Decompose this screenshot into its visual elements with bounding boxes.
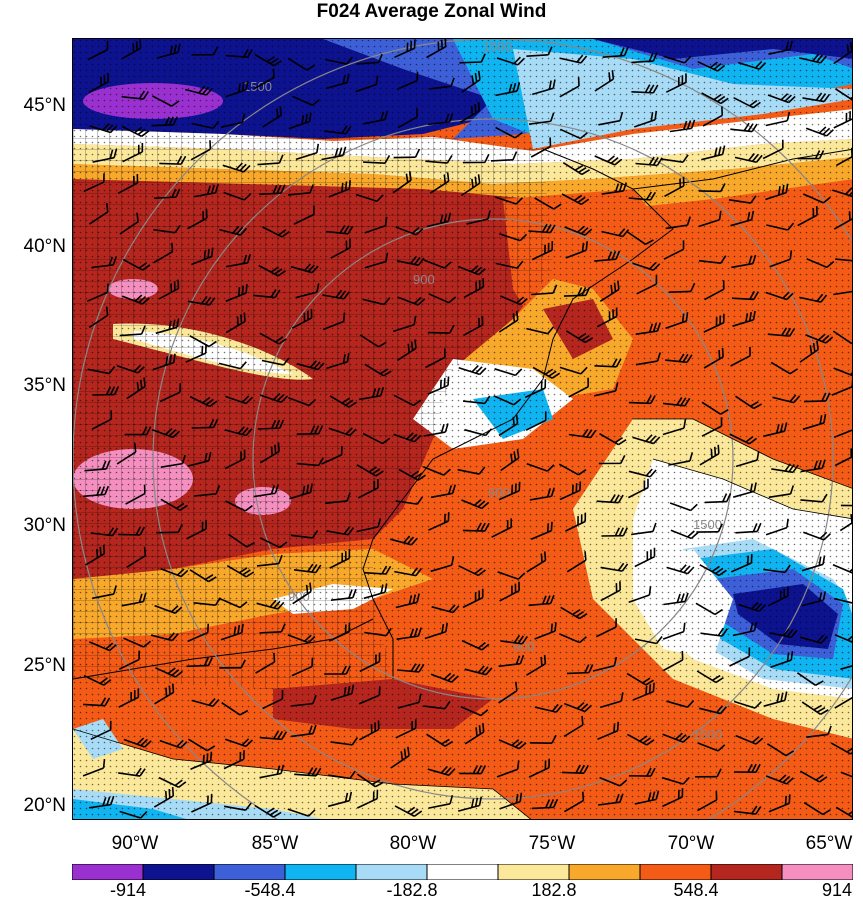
lat-label: 20°N	[0, 795, 66, 817]
map-panel: 1500150090090090090015001500	[72, 38, 853, 820]
colorbar-swatch	[72, 864, 143, 880]
colorbar-swatch	[640, 864, 711, 880]
contour-label: 900	[413, 272, 435, 287]
colorbar-swatch	[569, 864, 640, 880]
lon-label: 65°W	[789, 833, 863, 855]
colorbar-swatch	[214, 864, 285, 880]
lat-label: 25°N	[0, 655, 66, 677]
contour-label: 1500	[693, 517, 722, 532]
colorbar-swatch	[285, 864, 356, 880]
contour-label: 1500	[693, 727, 722, 742]
colorbar-label: 548.4	[656, 880, 736, 901]
colorbar-swatch	[782, 864, 853, 880]
lat-label: 40°N	[0, 236, 66, 258]
colorbar-label: -914	[88, 880, 168, 901]
contour-label: 900	[488, 485, 510, 500]
chart-title: F024 Average Zonal Wind	[0, 0, 863, 24]
colorbar-label: -548.4	[230, 880, 310, 901]
contour-label: 1500	[483, 39, 512, 54]
contour-label: 900	[288, 589, 310, 604]
map-svg: 1500150090090090090015001500	[73, 39, 853, 820]
lat-label: 35°N	[0, 375, 66, 397]
lon-label: 85°W	[235, 833, 315, 855]
colorbar-label: -182.8	[372, 880, 452, 901]
colorbar-swatch	[711, 864, 782, 880]
lon-label: 90°W	[95, 833, 175, 855]
colorbar-swatch	[356, 864, 427, 880]
lat-label: 45°N	[0, 95, 66, 117]
lon-label: 80°W	[373, 833, 453, 855]
lon-label: 70°W	[651, 833, 731, 855]
colorbar-swatch	[427, 864, 498, 880]
lon-label: 75°W	[512, 833, 592, 855]
colorbar-swatch	[143, 864, 214, 880]
colorbar-label: 914	[797, 880, 863, 901]
colorbar-swatch	[498, 864, 569, 880]
lat-label: 30°N	[0, 515, 66, 537]
colorbar	[72, 864, 853, 880]
colorbar-label: 182.8	[514, 880, 594, 901]
